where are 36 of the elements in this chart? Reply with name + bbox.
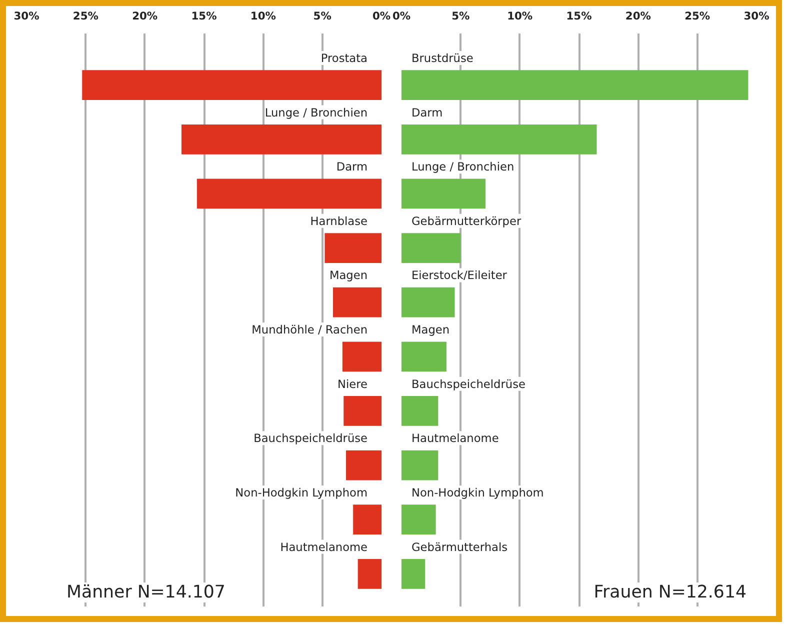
x-tick-label: 25% <box>72 10 99 22</box>
y-tick-label: Magen <box>329 268 368 282</box>
x-tick-label: 5% <box>313 10 332 22</box>
y-tick-label: Brustdrüse <box>412 50 474 65</box>
y-tick-label: Hautmelanome <box>280 540 368 554</box>
y-tick-label: Bauchspeicheldrüse <box>254 431 368 446</box>
x-tick-label: 30% <box>14 10 40 22</box>
y-tick-label: Bauchspeicheldrüse <box>412 376 526 391</box>
x-tick-label: 10% <box>250 10 276 22</box>
x-tick-label: 0% <box>372 10 391 22</box>
y-tick-label: Harnblase <box>310 214 368 228</box>
x-tick-label: 20% <box>625 10 652 22</box>
y-tick-label: Non-Hodgkin Lymphom <box>235 485 368 500</box>
x-tick-label: 15% <box>191 10 218 22</box>
y-tick-label: Gebärmutterhals <box>412 540 508 554</box>
x-tick-label: 10% <box>507 10 533 22</box>
y-tick-label: Darm <box>336 160 368 174</box>
annotation: Männer N=14.107 <box>66 582 226 602</box>
x-tick-label: 20% <box>132 10 158 22</box>
x-tick-label: 30% <box>744 10 770 22</box>
y-tick-label: Lunge / Bronchien <box>264 105 368 120</box>
annotation: Frauen N=12.614 <box>594 582 747 602</box>
y-tick-label: Mundhöhle / Rachen <box>252 322 368 337</box>
x-tick-label: 0% <box>392 10 411 22</box>
y-tick-label: Darm <box>412 105 443 120</box>
y-tick-label: Hautmelanome <box>412 431 499 446</box>
x-tick-label: 25% <box>684 10 710 22</box>
x-tick-label: 15% <box>566 10 592 22</box>
y-tick-label: Prostata <box>320 50 368 65</box>
x-tick-label: 5% <box>452 10 470 22</box>
y-tick-label: Magen <box>412 322 450 337</box>
y-tick-label: Lunge / Bronchien <box>412 160 514 174</box>
y-tick-label: Non-Hodgkin Lymphom <box>412 485 544 500</box>
y-tick-label: Eierstock/Eileiter <box>412 268 508 282</box>
y-tick-label: Gebärmutterkörper <box>412 214 522 228</box>
y-tick-label: Niere <box>338 376 368 391</box>
